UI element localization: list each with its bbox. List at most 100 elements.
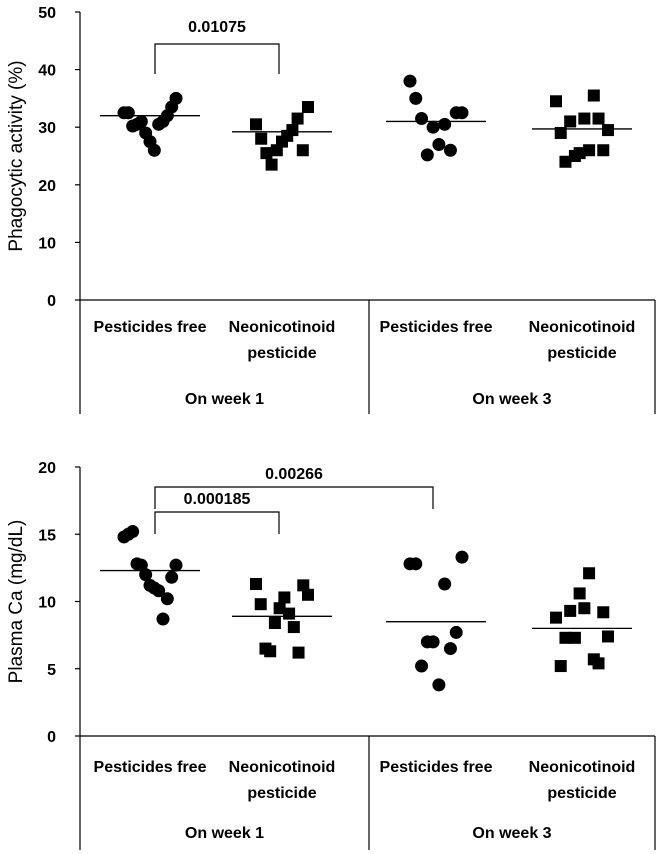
- category-label: Pesticides free: [380, 759, 493, 776]
- data-point: [165, 570, 179, 584]
- category-label-line: pesticide: [247, 785, 316, 802]
- data-point: [583, 144, 596, 157]
- data-point: [420, 148, 434, 162]
- group-label: On week 3: [472, 391, 551, 408]
- data-point: [169, 558, 183, 572]
- data-point: [283, 607, 296, 620]
- y-tick-label: 20: [38, 460, 56, 477]
- data-point: [265, 158, 278, 171]
- data-point: [432, 678, 446, 692]
- data-point: [169, 91, 183, 105]
- y-tick-label: 50: [38, 5, 56, 22]
- data-point: [578, 602, 591, 615]
- data-point: [415, 659, 429, 673]
- p-value-label: 0.000185: [184, 491, 251, 508]
- data-point: [597, 144, 610, 157]
- data-point: [296, 144, 309, 157]
- data-point: [260, 147, 273, 160]
- y-tick-label: 30: [38, 120, 56, 137]
- data-point: [250, 118, 262, 131]
- y-tick-label: 10: [38, 595, 56, 612]
- category-label: Neonicotinoid pesticide: [229, 759, 336, 802]
- data-point: [564, 115, 577, 128]
- series-4: [532, 567, 632, 673]
- data-point: [443, 642, 457, 656]
- category-label-line: Neonicotinoid: [229, 319, 336, 336]
- data-point: [455, 550, 469, 564]
- data-point: [438, 117, 452, 131]
- category-label: Neonicotinoid pesticide: [529, 319, 636, 362]
- data-point: [573, 147, 586, 160]
- significance-bracket: 0.000185: [154, 491, 280, 534]
- data-point: [291, 112, 304, 125]
- series-3: [386, 550, 486, 692]
- group-label: On week 1: [185, 825, 264, 842]
- data-point: [426, 120, 440, 134]
- data-point: [278, 591, 291, 604]
- data-point: [255, 132, 268, 145]
- data-point: [438, 577, 452, 591]
- data-point: [403, 74, 417, 88]
- category-label-line: Neonicotinoid: [229, 759, 336, 776]
- data-point: [250, 578, 262, 591]
- data-point: [273, 602, 286, 615]
- data-point: [592, 112, 605, 125]
- y-tick-label: 20: [38, 178, 56, 195]
- y-tick-label: 5: [47, 662, 56, 679]
- data-point: [443, 143, 457, 157]
- series-2: [232, 578, 332, 659]
- data-point: [554, 126, 567, 139]
- data-point: [287, 621, 300, 634]
- series-4: [532, 89, 632, 168]
- data-point: [297, 579, 310, 592]
- category-label-line: pesticide: [547, 785, 616, 802]
- group-label: On week 3: [472, 825, 551, 842]
- data-point: [602, 630, 614, 643]
- bracket-line: [154, 486, 434, 509]
- category-label: Neonicotinoid pesticide: [229, 319, 336, 362]
- data-point: [568, 631, 581, 644]
- data-point: [426, 635, 440, 649]
- data-point: [550, 95, 562, 108]
- category-label-line: pesticide: [547, 345, 616, 362]
- data-point: [449, 625, 463, 639]
- data-point: [268, 617, 281, 630]
- data-point: [156, 612, 170, 626]
- data-point: [134, 114, 148, 128]
- data-point: [583, 567, 596, 580]
- significance-bracket: 0.00266: [154, 466, 434, 509]
- series-2: [232, 101, 332, 171]
- y-axis-label: Phagocytic activity (%): [6, 60, 27, 251]
- data-point: [254, 598, 267, 611]
- series-1: [100, 91, 200, 157]
- category-label: Pesticides free: [94, 759, 207, 776]
- data-point: [573, 587, 586, 600]
- data-point: [302, 588, 314, 601]
- y-tick-label: 40: [38, 63, 56, 80]
- data-point: [160, 592, 174, 606]
- y-tick-label: 10: [38, 235, 56, 252]
- data-point: [564, 604, 577, 617]
- data-point: [578, 112, 591, 125]
- category-label: Pesticides free: [94, 319, 207, 336]
- data-point: [432, 137, 446, 151]
- bracket-line: [154, 43, 280, 74]
- data-point: [302, 101, 314, 114]
- chart-1: 0 10 20 30 40 50 Phagocytic activity (%) On wee…: [6, 5, 656, 414]
- series-3: [386, 74, 486, 162]
- y-axis-label: Plasma Ca (mg/dL): [6, 520, 27, 684]
- data-point: [264, 645, 277, 658]
- y-tick-label: 15: [38, 527, 56, 544]
- category-label-line: Neonicotinoid: [529, 759, 636, 776]
- data-point: [286, 124, 299, 137]
- data-point: [152, 584, 166, 598]
- data-point: [415, 112, 429, 126]
- data-point: [139, 568, 153, 582]
- p-value-label: 0.01075: [188, 19, 246, 36]
- data-point: [587, 89, 600, 102]
- data-point: [597, 606, 610, 619]
- category-label-line: Neonicotinoid: [529, 319, 636, 336]
- data-point: [559, 155, 572, 168]
- data-point: [554, 660, 567, 673]
